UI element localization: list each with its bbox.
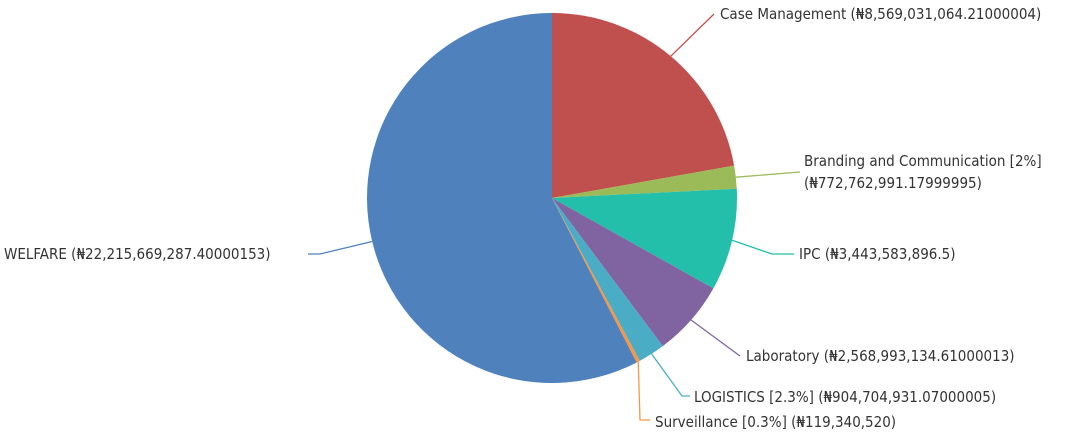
label-ipc: IPC (₦3,443,583,896.5) bbox=[799, 245, 956, 263]
leader-line-branding-and-communication bbox=[735, 171, 801, 178]
slice-welfare[interactable] bbox=[367, 13, 637, 383]
slice-case-management[interactable] bbox=[552, 13, 735, 198]
leader-line-welfare bbox=[308, 240, 373, 255]
label-branding-and-communication: Branding and Communication [2%] bbox=[804, 152, 1042, 170]
slice-ipc[interactable] bbox=[552, 188, 738, 289]
slice-laboratory[interactable] bbox=[552, 198, 714, 347]
label-case-management: Case Management (₦8,569,031,064.21000004… bbox=[720, 5, 1041, 23]
leader-line-surveillance bbox=[637, 361, 650, 421]
label-branding-and-communication-value: (₦772,762,991.17999995) bbox=[804, 174, 982, 192]
slice-branding-and-communication[interactable] bbox=[552, 165, 737, 198]
label-surveillance: Surveillance [0.3%] (₦119,340,520) bbox=[655, 413, 896, 431]
slice-logistics[interactable] bbox=[552, 198, 663, 361]
slice-labels: Case Management (₦8,569,031,064.21000004… bbox=[4, 5, 1042, 431]
pie-slices bbox=[367, 13, 738, 383]
label-welfare: WELFARE (₦22,215,669,287.40000153) bbox=[4, 245, 271, 263]
leader-lines bbox=[308, 13, 801, 421]
leader-line-laboratory bbox=[690, 319, 741, 357]
slice-surveillance[interactable] bbox=[552, 198, 640, 363]
label-logistics: LOGISTICS [2.3%] (₦904,704,931.07000005) bbox=[694, 388, 996, 406]
leader-line-logistics bbox=[651, 353, 690, 397]
leader-line-ipc bbox=[731, 239, 794, 255]
label-laboratory: Laboratory (₦2,568,993,134.61000013) bbox=[746, 347, 1015, 365]
leader-line-case-management bbox=[670, 13, 715, 57]
